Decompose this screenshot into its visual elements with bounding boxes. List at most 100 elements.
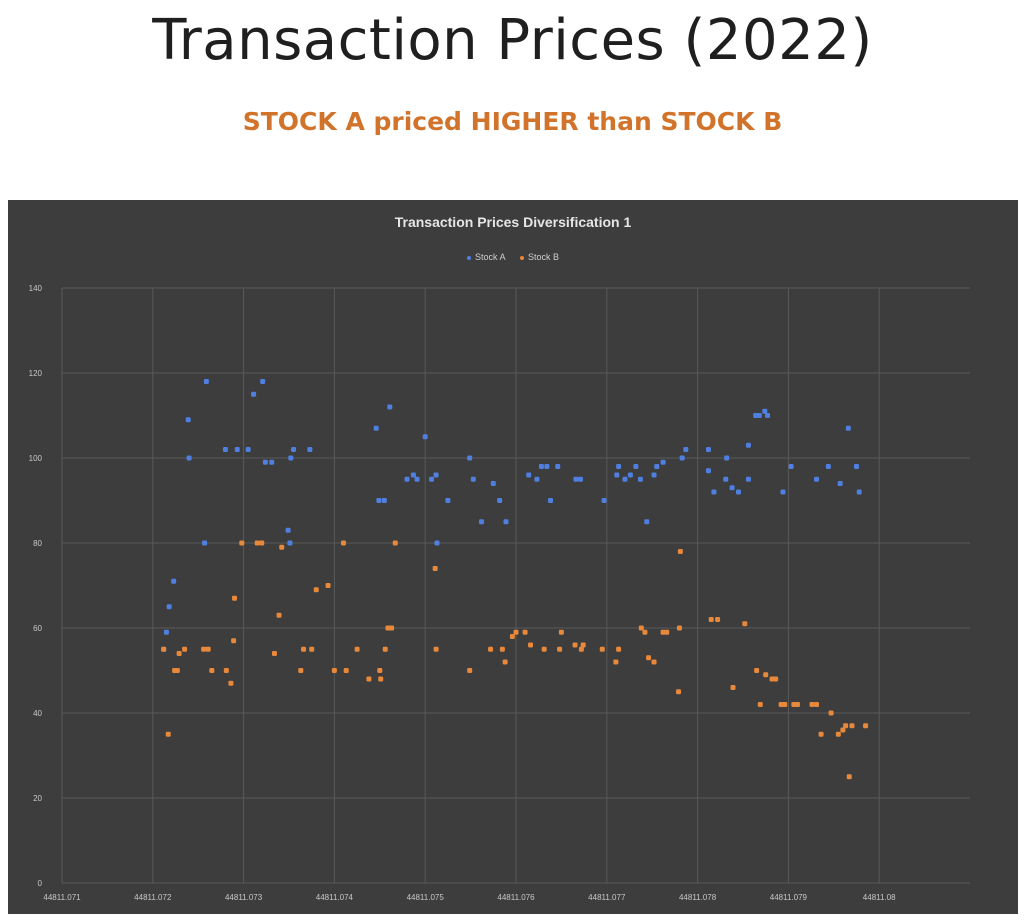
- point-stock-b: [558, 629, 564, 635]
- point-stock-b: [209, 668, 215, 673]
- point-stock-b: [578, 646, 584, 652]
- point-stock-b: [664, 629, 670, 635]
- point-stock-a: [780, 489, 786, 495]
- point-stock-b: [366, 676, 372, 682]
- y-tick-label: 120: [29, 369, 43, 378]
- point-stock-b: [638, 625, 644, 631]
- point-stock-a: [245, 447, 251, 452]
- legend-item-stock-a: Stock A: [466, 252, 506, 262]
- point-stock-b: [382, 646, 388, 652]
- point-stock-b: [298, 668, 304, 673]
- point-stock-b: [467, 668, 473, 673]
- point-stock-a: [203, 379, 209, 384]
- x-tick-label: 44811.08: [863, 893, 896, 902]
- point-stock-a: [788, 464, 794, 469]
- point-stock-b: [843, 723, 849, 729]
- point-stock-b: [646, 655, 652, 661]
- y-tick-label: 60: [33, 624, 42, 633]
- point-stock-b: [239, 540, 245, 546]
- point-stock-a: [814, 476, 820, 482]
- point-stock-b: [205, 646, 211, 652]
- x-tick-label: 44811.077: [588, 893, 626, 902]
- point-stock-b: [182, 646, 188, 652]
- point-stock-b: [378, 676, 384, 682]
- point-stock-a: [497, 498, 503, 503]
- point-stock-b: [201, 646, 207, 652]
- point-stock-b: [254, 540, 260, 546]
- point-stock-a: [724, 455, 730, 461]
- point-stock-b: [432, 566, 438, 571]
- scatter-chart: 0 20 40 60 80 100 120 140 44811.071 44811.072 4481…: [29, 284, 970, 902]
- point-stock-a: [467, 455, 473, 461]
- point-stock-a: [745, 476, 751, 482]
- page-subtitle: STOCK A priced HIGHER than STOCK B: [242, 107, 783, 136]
- point-stock-b: [599, 646, 605, 652]
- point-stock-a: [705, 468, 711, 474]
- point-stock-a: [414, 476, 420, 482]
- point-stock-a: [470, 476, 476, 482]
- point-stock-a: [422, 434, 428, 440]
- point-stock-b: [642, 629, 648, 635]
- point-stock-b: [541, 646, 547, 652]
- point-stock-a: [577, 476, 583, 482]
- point-stock-b: [616, 646, 622, 652]
- legend-label-stock-b: Stock B: [528, 252, 560, 262]
- point-stock-a: [291, 447, 297, 452]
- point-stock-a: [573, 476, 579, 482]
- point-stock-a: [288, 455, 294, 461]
- y-tick-label: 20: [33, 794, 42, 803]
- point-stock-b: [676, 689, 682, 695]
- point-stock-b: [730, 685, 736, 690]
- point-stock-a: [735, 489, 741, 495]
- point-stock-b: [340, 540, 346, 546]
- point-stock-b: [522, 629, 528, 635]
- point-stock-a: [262, 459, 268, 465]
- point-stock-a: [202, 540, 208, 546]
- point-stock-a: [538, 464, 544, 469]
- point-stock-a: [544, 464, 550, 469]
- point-stock-a: [222, 447, 228, 452]
- point-stock-b: [863, 723, 869, 729]
- point-stock-b: [309, 646, 315, 652]
- legend-marker-stock-b: [520, 255, 524, 260]
- legend-marker-stock-a: [466, 255, 471, 260]
- y-tick-label: 100: [29, 454, 43, 463]
- point-stock-b: [840, 727, 846, 733]
- point-stock-b: [557, 646, 563, 652]
- point-stock-b: [580, 642, 586, 648]
- x-tick-label: 44811.076: [497, 893, 535, 902]
- point-stock-a: [503, 519, 509, 525]
- legend-label-stock-a: Stock A: [474, 252, 506, 262]
- point-stock-a: [845, 425, 851, 431]
- point-stock-a: [601, 498, 607, 503]
- point-stock-a: [376, 498, 382, 503]
- point-stock-b: [742, 621, 748, 627]
- point-stock-a: [260, 379, 266, 384]
- point-stock-b: [223, 668, 229, 673]
- point-stock-a: [171, 578, 177, 584]
- point-stock-a: [729, 485, 735, 491]
- point-stock-a: [285, 527, 291, 533]
- point-stock-b: [176, 651, 182, 656]
- point-stock-a: [387, 404, 393, 410]
- point-stock-b: [509, 634, 515, 639]
- point-stock-a: [490, 481, 496, 486]
- point-stock-a: [622, 476, 628, 482]
- point-stock-b: [174, 668, 180, 673]
- point-stock-b: [846, 774, 852, 780]
- point-stock-b: [392, 540, 398, 546]
- point-stock-a: [163, 629, 169, 635]
- point-stock-a: [373, 425, 379, 431]
- point-stock-b: [763, 672, 769, 678]
- point-stock-b: [818, 731, 824, 737]
- point-stock-a: [234, 447, 240, 452]
- point-stock-b: [231, 638, 237, 644]
- point-stock-b: [828, 710, 834, 716]
- point-stock-b: [676, 625, 682, 631]
- point-stock-b: [572, 642, 578, 648]
- point-stock-b: [708, 617, 714, 622]
- point-stock-b: [754, 668, 760, 673]
- point-stock-a: [381, 498, 387, 503]
- point-stock-a: [683, 447, 689, 452]
- point-stock-b: [782, 702, 788, 707]
